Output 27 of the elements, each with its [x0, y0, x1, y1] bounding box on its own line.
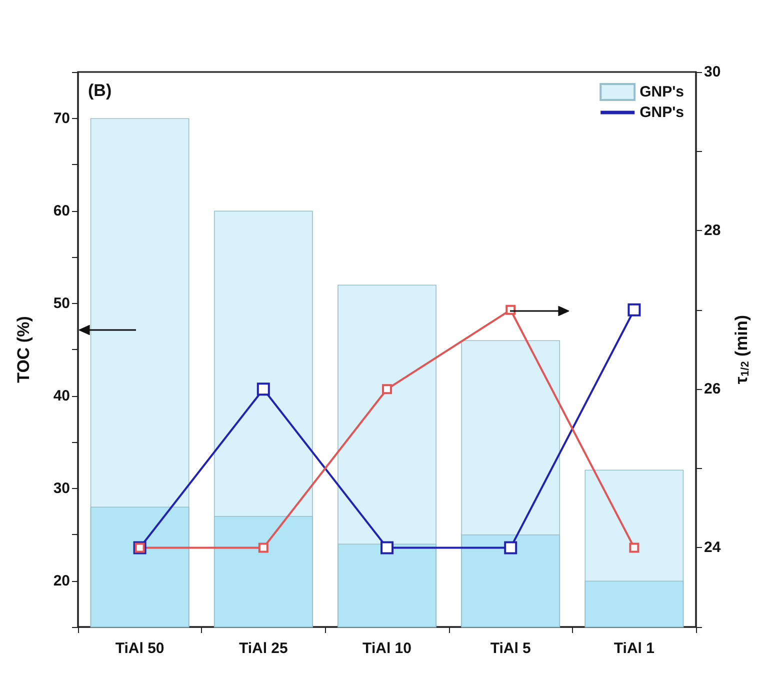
x-tick-label: TiAl 1 [614, 640, 654, 657]
annotation: (B) [88, 81, 112, 100]
point [258, 542, 268, 553]
point [380, 541, 394, 554]
legend-label: GNP's [640, 84, 684, 100]
y2-tick-label: 28 [704, 222, 721, 240]
point [382, 384, 392, 394]
x-tick-label: TiAl 5 [490, 640, 531, 657]
x-tick-label: TiAl 50 [115, 640, 164, 657]
y-tick-label: 60 [53, 202, 70, 220]
x-tick-label: TiAl 25 [238, 640, 288, 657]
point [504, 541, 518, 554]
y2-axis-title: τ1/2 (min) [732, 314, 752, 384]
y-axis-title: TOC (%) [14, 316, 33, 383]
point [629, 542, 640, 553]
y2-tick-label: 30 [704, 64, 721, 80]
y-tick-label: 40 [53, 387, 70, 404]
y2-tick-label: 26 [704, 380, 721, 398]
point [628, 303, 641, 316]
y-tick-label: 20 [53, 572, 70, 590]
y-tick-label: 70 [53, 110, 70, 127]
legend-label: GNP's [640, 104, 684, 121]
x-tick-label: TiAl 10 [362, 640, 412, 657]
y2-tick-label: 24 [704, 539, 722, 556]
y-tick-label: 50 [53, 294, 70, 312]
y-tick-label: 30 [53, 480, 70, 497]
point [256, 382, 270, 396]
